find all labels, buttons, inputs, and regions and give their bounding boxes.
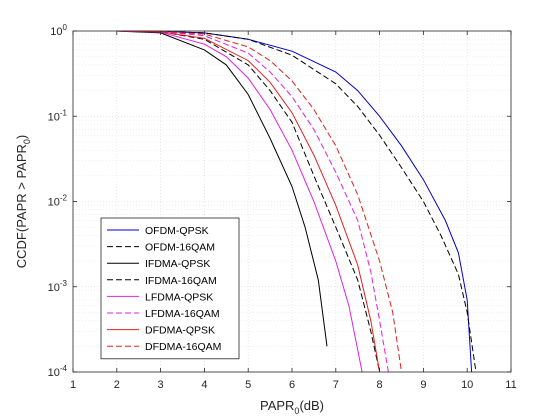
series-line-lfdma-qpsk — [116, 30, 363, 373]
legend-label: LFDMA-16QAM — [145, 308, 220, 320]
series-line-ofdm-16qam — [116, 30, 477, 373]
legend-label: LFDMA-QPSK — [145, 291, 213, 303]
legend-label: DFDMA-16QAM — [145, 341, 221, 353]
x-tick-label: 7 — [333, 379, 339, 391]
x-tick-label: 10 — [461, 379, 473, 391]
series-line-dfdma-16qam — [116, 30, 402, 373]
series-line-lfdma-16qam — [116, 30, 389, 373]
x-tick-label: 4 — [201, 379, 207, 391]
series-line-ifdma-qpsk — [116, 30, 328, 347]
x-tick-label: 9 — [420, 379, 426, 391]
series-line-dfdma-qpsk — [116, 30, 381, 373]
x-tick-label: 11 — [505, 379, 516, 391]
axis-ticks: 1 2 3 4 5 6 7 8 9 10 11 100 10-1 10-2 10-3 10-4 — [48, 23, 517, 391]
x-tick-label: 3 — [158, 379, 164, 391]
y-tick-label: 10-3 — [48, 279, 68, 294]
y-tick-label: 10-4 — [48, 364, 68, 379]
legend-label: OFDM-QPSK — [145, 225, 209, 237]
x-tick-label: 6 — [289, 379, 295, 391]
legend: OFDM-QPSK OFDM-16QAM IFDMA-QPSK IFDMA-16QAM… — [100, 217, 240, 360]
legend-label: DFDMA-QPSK — [145, 325, 215, 337]
x-axis-label: PAPR0(dB) — [260, 398, 324, 416]
series-lines — [116, 30, 477, 373]
y-tick-label: 10-2 — [48, 194, 68, 209]
y-axis-label: CCDF(PAPR > PAPR0) — [14, 135, 32, 268]
x-tick-label: 5 — [245, 379, 251, 391]
y-tick-label: 100 — [50, 23, 67, 38]
x-tick-label: 2 — [114, 379, 120, 391]
legend-label: IFDMA-16QAM — [145, 275, 217, 287]
x-tick-label: 1 — [70, 379, 76, 391]
x-tick-label: 8 — [377, 379, 383, 391]
series-line-ifdma-16qam — [116, 30, 381, 373]
legend-label: OFDM-16QAM — [145, 242, 215, 254]
legend-box — [100, 217, 240, 360]
y-tick-label: 10-1 — [48, 108, 68, 123]
legend-label: IFDMA-QPSK — [145, 258, 210, 270]
